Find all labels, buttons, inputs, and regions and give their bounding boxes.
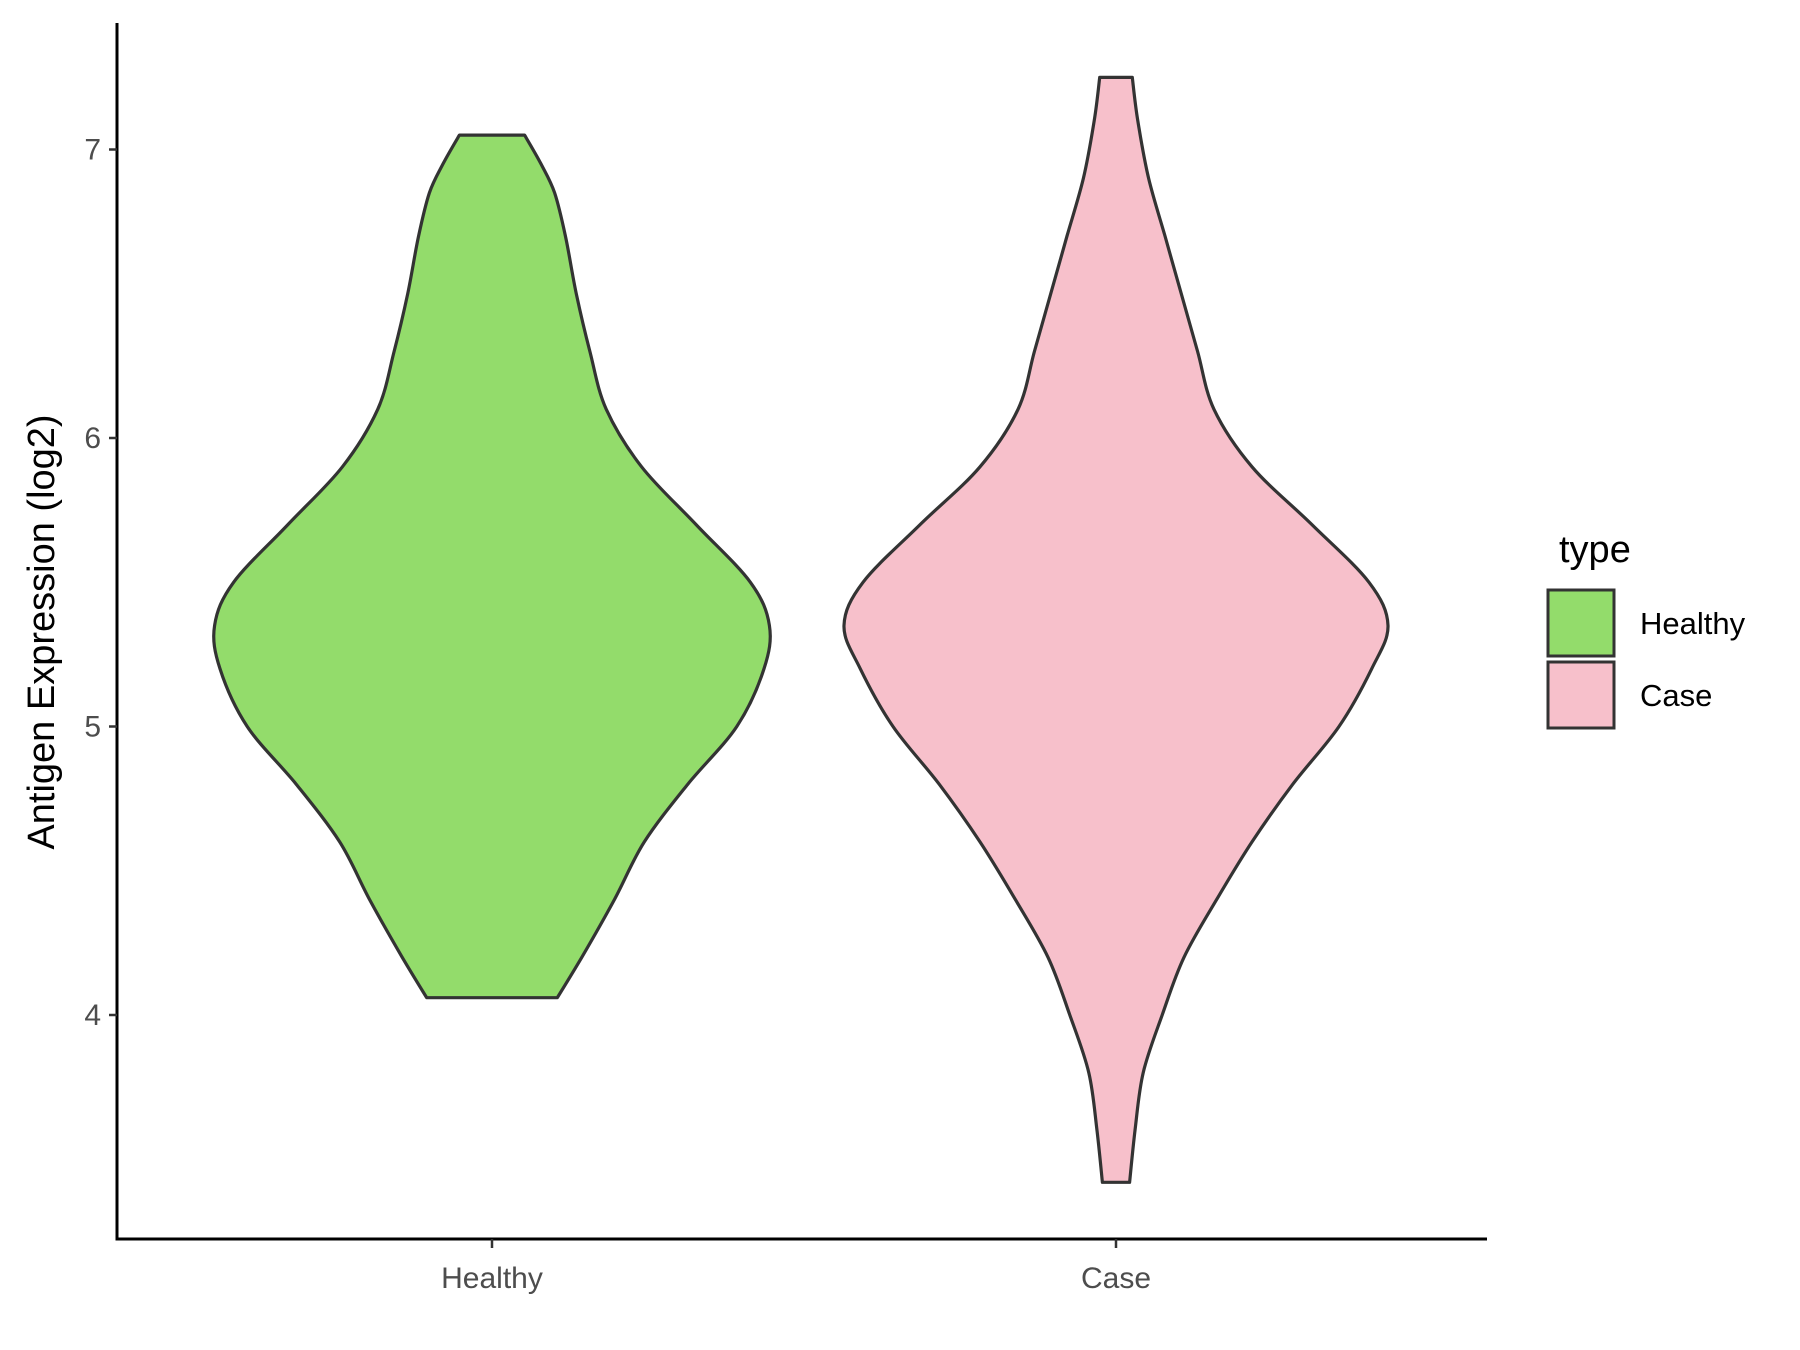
legend-swatch-case	[1546, 660, 1616, 730]
y-tick-label: 7	[84, 134, 101, 167]
legend-label-case: Case	[1640, 678, 1712, 713]
violins-layer	[212, 75, 1390, 1184]
y-axis-title: Antigen Expression (log2)	[21, 414, 63, 849]
y-tick-label: 5	[84, 711, 101, 744]
x-tick-label: Case	[1081, 1262, 1151, 1295]
x-axis-ticks: Healthy Case	[441, 1239, 1151, 1295]
legend-title: type	[1559, 529, 1631, 571]
violin-case	[842, 75, 1390, 1184]
legend-swatch-healthy	[1546, 588, 1616, 658]
y-tick-label: 4	[84, 999, 101, 1032]
legend-label-healthy: Healthy	[1640, 606, 1746, 641]
y-tick-label: 6	[84, 422, 101, 455]
violin-healthy	[212, 133, 772, 1000]
legend: type Healthy Case	[1546, 529, 1746, 730]
y-axis-ticks: 4 5 6 7	[84, 134, 117, 1032]
x-tick-label: Healthy	[441, 1262, 543, 1295]
legend-entries: Healthy Case	[1546, 588, 1746, 730]
